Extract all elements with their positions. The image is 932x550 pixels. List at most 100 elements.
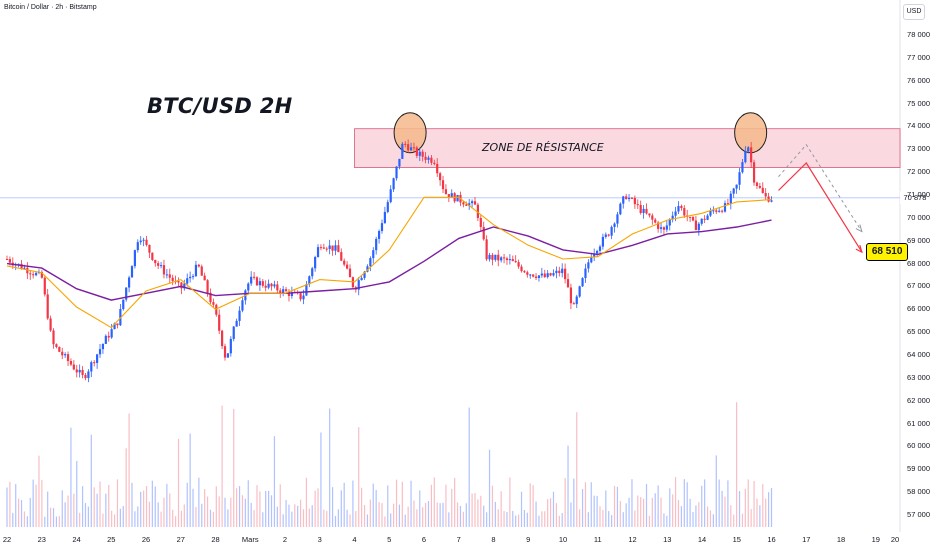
volume-bar [390, 513, 392, 527]
candle-body [127, 277, 131, 288]
candle-body [252, 276, 256, 278]
volume-bar [253, 510, 255, 527]
volume-bar [206, 496, 209, 527]
candle-body [700, 218, 703, 224]
candle-body [709, 210, 712, 216]
highlight-circle [734, 112, 768, 154]
volume-bar [209, 509, 212, 527]
volume-bar [581, 489, 584, 527]
volume-bar [611, 515, 613, 527]
volume-bar [532, 485, 534, 527]
volume-bar [265, 490, 267, 527]
volume-bar [625, 503, 627, 527]
volume-bar [558, 515, 560, 527]
candle-body [761, 187, 764, 194]
volume-bar [497, 509, 499, 527]
candle-body [601, 236, 605, 247]
y-tick-label: 69 000 [907, 235, 930, 245]
volume-bar [509, 477, 511, 527]
volume-bar [762, 484, 764, 527]
volume-bar [84, 502, 87, 527]
volume-bar [672, 494, 674, 527]
volume-bar [166, 483, 168, 527]
volume-bar [770, 488, 773, 527]
volume-bar [454, 477, 456, 527]
candle-body [436, 163, 439, 174]
volume-bar [741, 513, 744, 527]
volume-bar [416, 509, 418, 527]
projection-arrows [778, 143, 863, 254]
candle-body [325, 248, 328, 250]
candle-body [66, 354, 70, 362]
volume-bar [41, 479, 43, 527]
volume-bar [645, 483, 648, 527]
candle-body [526, 272, 529, 275]
candle-body [110, 329, 113, 338]
volume-bar [552, 491, 555, 527]
y-tick-label: 61 000 [907, 418, 930, 428]
x-tick-label: 19 [871, 535, 880, 544]
volume-bar [137, 506, 139, 527]
volume-bar [20, 499, 23, 527]
volume-bar [567, 445, 569, 527]
current-price-tag: 70 878 [900, 191, 930, 205]
volume-bar [465, 503, 467, 527]
volume-bar [29, 497, 31, 527]
candle-body [654, 219, 657, 223]
candle-body [627, 197, 631, 200]
volume-bar [67, 495, 69, 527]
volume-bar [131, 482, 133, 527]
candle-body [180, 282, 183, 289]
candle-body [662, 227, 666, 230]
candle-body [555, 270, 558, 274]
candle-body [290, 292, 293, 297]
candle-body [58, 346, 61, 352]
volume-bar [596, 495, 598, 527]
candle-body [218, 314, 221, 331]
candle-body [648, 213, 651, 216]
volume-bar [366, 514, 369, 527]
candle-body [523, 271, 526, 273]
volume-bar [247, 480, 249, 527]
candle-body [549, 273, 552, 276]
candle-body [232, 326, 235, 339]
volume-bar [363, 504, 366, 527]
currency-button[interactable]: USD [903, 4, 925, 20]
candle-body [665, 225, 668, 230]
candle-body [392, 178, 395, 190]
candle-body [421, 151, 424, 157]
candle-body [203, 275, 206, 281]
x-tick-label: 24 [72, 535, 81, 544]
y-tick-label: 72 000 [907, 167, 930, 177]
candle-body [194, 264, 198, 277]
candle-body [191, 276, 195, 278]
candle-body [331, 245, 334, 251]
volume-bar [227, 509, 229, 527]
volume-bar [308, 508, 310, 527]
volume-bar [547, 499, 549, 527]
volume-bar [186, 482, 188, 527]
y-tick-label: 59 000 [907, 464, 930, 474]
candle-body [363, 271, 366, 278]
candle-body [372, 250, 375, 259]
volume-bar [299, 499, 302, 527]
volume-bar [320, 432, 322, 527]
volume-bar [422, 507, 424, 527]
candle-body [758, 185, 761, 188]
candle-body [258, 281, 261, 286]
candle-body [584, 268, 587, 279]
candle-body [241, 300, 244, 311]
volume-bar [180, 510, 183, 527]
candle-body [26, 267, 29, 274]
candle-body [209, 292, 212, 303]
volume-bar [683, 479, 685, 527]
candle-body [133, 250, 137, 267]
volume-bar [599, 506, 601, 527]
volume-bar [474, 493, 476, 527]
volume-bar [119, 508, 121, 527]
candle-body [343, 260, 346, 265]
volume-bar [99, 481, 101, 527]
volume-bar [515, 515, 517, 527]
candle-body [622, 196, 625, 204]
